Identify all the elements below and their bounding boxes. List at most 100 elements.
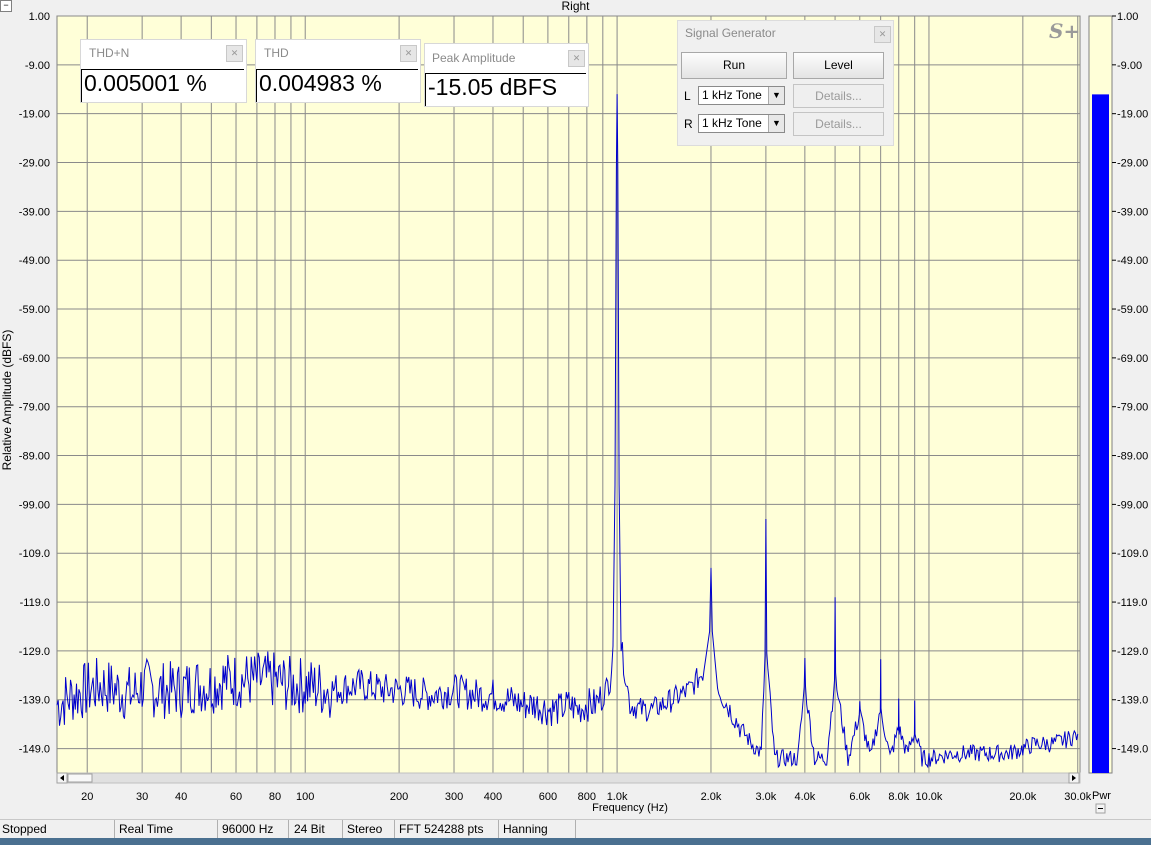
- x-tick-label: 200: [390, 791, 408, 803]
- meter-tick-label: -139.0: [1117, 695, 1148, 707]
- taskbar-strip: [0, 838, 1151, 845]
- scroll-right-icon: [1072, 775, 1076, 781]
- meter-tick-label: -29.00: [1117, 158, 1148, 170]
- thdn-value: 0.005001 %: [81, 69, 244, 102]
- meter-tick-label: -119.0: [1117, 597, 1147, 609]
- y-axis-labels: 1.00 -9.00 -19.00 -29.00 -39.00 -49.00 -59.00 -…: [19, 11, 50, 756]
- signal-generator-close-button[interactable]: ✕: [874, 26, 891, 43]
- x-tick-label: 40: [175, 791, 187, 803]
- meter-tick-label: -59.00: [1117, 304, 1148, 316]
- thd-widget: THD ✕ 0.004983 %: [255, 39, 421, 103]
- x-tick-label: 300: [445, 791, 463, 803]
- scroll-thumb[interactable]: [67, 773, 93, 783]
- peak-amplitude-widget: Peak Amplitude ✕ -15.05 dBFS: [424, 43, 589, 107]
- meter-scale-labels: 1.00 -9.00 -19.00 -29.00 -39.00 -49.00 -59.00 -…: [1112, 11, 1148, 756]
- left-tone-select[interactable]: 1 kHz Tone ▼: [698, 86, 785, 105]
- status-bar: Stopped Real Time 96000 Hz 24 Bit Stereo…: [0, 819, 1151, 838]
- y-tick-label: -49.00: [19, 255, 50, 267]
- y-tick-label: -69.00: [19, 353, 50, 365]
- thd-close-button[interactable]: ✕: [400, 45, 417, 62]
- status-state: Stopped: [0, 820, 115, 838]
- x-tick-label: 600: [539, 791, 557, 803]
- right-details-button[interactable]: Details...: [793, 112, 884, 136]
- x-tick-label: 6.0k: [849, 791, 870, 803]
- x-tick-label: 400: [484, 791, 502, 803]
- status-mode: Real Time: [117, 820, 218, 838]
- run-button[interactable]: Run: [681, 52, 787, 79]
- chevron-down-icon[interactable]: ▼: [768, 87, 784, 104]
- window-title: Right: [561, 0, 590, 13]
- x-tick-label: 20: [81, 791, 93, 803]
- right-tone-value: 1 kHz Tone: [702, 116, 762, 130]
- x-axis-labels: 20 30 40 60 80 100 200 300 400 600 800 1.0k 2.0k 3.0k…: [81, 791, 1092, 803]
- meter-tick-label: -39.00: [1117, 206, 1148, 218]
- y-tick-label: -79.00: [19, 402, 50, 414]
- status-window: Hanning: [501, 820, 576, 838]
- peak-amplitude-close-button[interactable]: ✕: [568, 50, 585, 67]
- signal-generator-title: Signal Generator: [685, 26, 776, 40]
- x-tick-label: 2.0k: [701, 791, 722, 803]
- y-tick-label: -139.0: [19, 695, 50, 707]
- x-tick-label: 1.0k: [607, 791, 628, 803]
- meter-tick-label: -99.00: [1117, 499, 1148, 511]
- y-tick-label: 1.00: [29, 11, 50, 23]
- x-tick-label: 3.0k: [755, 791, 776, 803]
- x-tick-label: 30.0k: [1064, 791, 1091, 803]
- spectrum-trace: [56, 94, 1079, 769]
- thd-title: THD: [264, 46, 289, 60]
- x-axis-title: Frequency (Hz): [592, 802, 668, 814]
- peak-amplitude-value: -15.05 dBFS: [425, 73, 586, 106]
- x-tick-label: 4.0k: [794, 791, 815, 803]
- meter-tick-label: -19.00: [1117, 109, 1148, 121]
- x-tick-label: 10.0k: [915, 791, 942, 803]
- level-button[interactable]: Level: [793, 52, 884, 79]
- y-tick-label: -59.00: [19, 304, 50, 316]
- y-tick-label: -89.00: [19, 451, 50, 463]
- y-tick-label: -39.00: [19, 206, 50, 218]
- y-axis-title: Relative Amplitude (dBFS): [0, 330, 14, 471]
- thdn-widget: THD+N ✕ 0.005001 %: [80, 39, 247, 103]
- right-channel-label: R: [684, 117, 693, 131]
- scroll-left-icon: [60, 775, 64, 781]
- meter-unit-label: Pwr: [1092, 790, 1111, 802]
- status-fft: FFT 524288 pts: [397, 820, 499, 838]
- status-bit-depth: 24 Bit: [292, 820, 343, 838]
- meter-tick-label: -9.00: [1117, 60, 1142, 72]
- horizontal-scrollbar[interactable]: [56, 772, 1081, 784]
- x-tick-label: 80: [269, 791, 281, 803]
- meter-tick-label: -109.0: [1117, 548, 1148, 560]
- signal-generator-panel: Signal Generator ✕ Run Level L 1 kHz Ton…: [677, 20, 894, 146]
- collapse-button[interactable]: −: [0, 0, 12, 12]
- meter-tick-label: -149.0: [1117, 744, 1148, 756]
- thdn-close-button[interactable]: ✕: [226, 45, 243, 62]
- meter-tick-label: -89.00: [1117, 451, 1148, 463]
- chevron-down-icon[interactable]: ▼: [768, 115, 784, 132]
- x-tick-label: 800: [578, 791, 596, 803]
- left-tone-value: 1 kHz Tone: [702, 88, 762, 102]
- thdn-title: THD+N: [89, 46, 130, 60]
- x-tick-label: 60: [230, 791, 242, 803]
- y-tick-label: -109.0: [19, 548, 50, 560]
- meter-tick-label: -49.00: [1117, 255, 1148, 267]
- x-tick-label: 30: [136, 791, 148, 803]
- x-tick-label: 100: [296, 791, 314, 803]
- spectrum-chart: 1.00 -9.00 -19.00 -29.00 -39.00 -49.00 -59.00 -…: [0, 11, 1148, 814]
- meter-level-bar: [1092, 94, 1109, 774]
- meter-tick-label: 1.00: [1117, 11, 1138, 23]
- x-tick-label: 8.0k: [888, 791, 909, 803]
- right-tone-select[interactable]: 1 kHz Tone ▼: [698, 114, 785, 133]
- y-tick-label: -149.0: [19, 744, 50, 756]
- meter-tick-label: -79.00: [1117, 402, 1148, 414]
- y-tick-label: -19.00: [19, 109, 50, 121]
- thd-value: 0.004983 %: [256, 69, 418, 102]
- left-channel-label: L: [684, 89, 691, 103]
- y-tick-label: -9.00: [25, 60, 50, 72]
- peak-amplitude-title: Peak Amplitude: [432, 51, 516, 65]
- y-tick-label: -29.00: [19, 158, 50, 170]
- app-logo: S+: [1049, 19, 1081, 43]
- y-tick-label: -99.00: [19, 499, 50, 511]
- window-title-bar: Right −: [0, 0, 1151, 14]
- y-tick-label: -119.0: [20, 597, 50, 609]
- left-details-button[interactable]: Details...: [793, 84, 884, 108]
- meter-tick-label: -69.00: [1117, 353, 1148, 365]
